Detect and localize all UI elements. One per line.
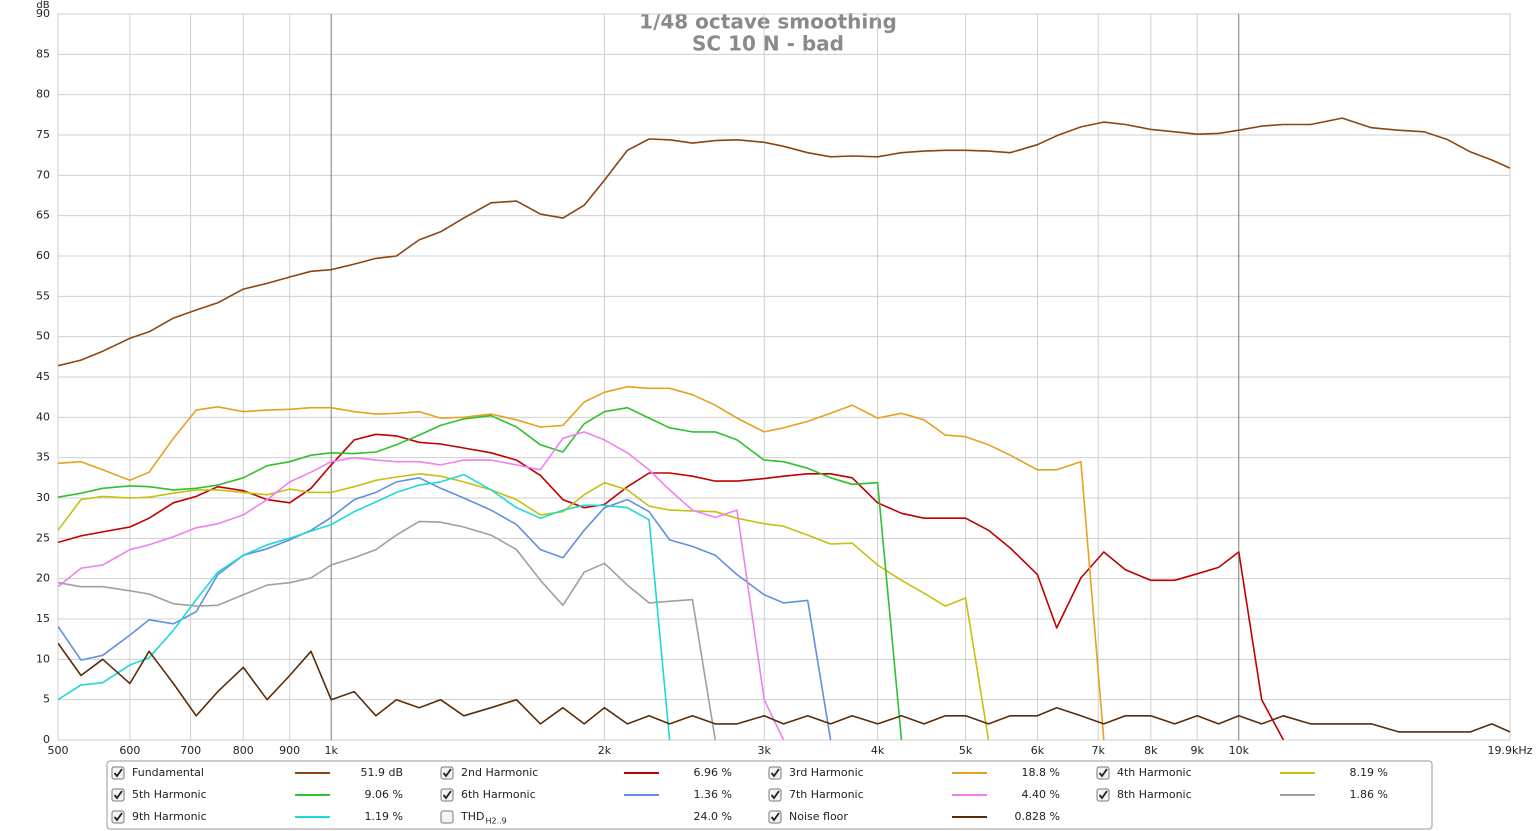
y-axis-label: dB xyxy=(36,0,49,11)
series-line xyxy=(58,473,990,740)
legend-checkbox[interactable] xyxy=(440,810,454,824)
y-tick-label: 0 xyxy=(43,733,50,746)
legend-name: Noise floor xyxy=(789,810,848,823)
x-tick-label: 2k xyxy=(598,744,612,757)
legend-checkbox[interactable] xyxy=(111,766,125,780)
x-tick-label: 500 xyxy=(48,744,69,757)
legend-value: 0.828 % xyxy=(1015,810,1060,823)
y-tick-label: 5 xyxy=(43,693,50,706)
x-tick-label: 600 xyxy=(119,744,140,757)
legend-name: 5th Harmonic xyxy=(132,788,207,801)
legend-checkbox[interactable] xyxy=(111,810,125,824)
y-tick-label: 90 xyxy=(36,7,50,20)
legend-name: 2nd Harmonic xyxy=(461,766,538,779)
legend-checkbox[interactable] xyxy=(440,766,454,780)
legend-name: Fundamental xyxy=(132,766,204,779)
y-tick-label: 55 xyxy=(36,289,50,302)
x-tick-label: 900 xyxy=(279,744,300,757)
legend-value: 1.36 % xyxy=(694,788,732,801)
legend-value: 6.96 % xyxy=(694,766,732,779)
y-tick-label: 65 xyxy=(36,209,50,222)
legend-name-sub: H2..9 xyxy=(485,817,506,826)
legend-value: 18.8 % xyxy=(1022,766,1060,779)
legend-value: 1.86 % xyxy=(1350,788,1388,801)
y-tick-label: 75 xyxy=(36,128,50,141)
x-tick-label: 800 xyxy=(233,744,254,757)
checkbox-tick xyxy=(442,768,452,778)
checkbox-tick xyxy=(1098,790,1108,800)
series-line xyxy=(58,477,832,740)
legend-checkbox[interactable] xyxy=(768,788,782,802)
x-tick-label: 700 xyxy=(180,744,201,757)
checkbox-tick xyxy=(770,768,780,778)
x-tick-label: 5k xyxy=(959,744,973,757)
legend-checkbox[interactable] xyxy=(768,810,782,824)
legend-checkbox[interactable] xyxy=(768,766,782,780)
checkbox-tick xyxy=(113,768,123,778)
legend-name: 6th Harmonic xyxy=(461,788,536,801)
x-tick-label: 6k xyxy=(1031,744,1045,757)
series-line xyxy=(58,473,671,740)
y-tick-label: 45 xyxy=(36,370,50,383)
checkbox-tick xyxy=(113,812,123,822)
legend-name: 9th Harmonic xyxy=(132,810,207,823)
y-tick-label: 30 xyxy=(36,491,50,504)
legend-name: 4th Harmonic xyxy=(1117,766,1192,779)
legend-checkbox[interactable] xyxy=(1096,788,1110,802)
checkbox-tick xyxy=(113,790,123,800)
y-tick-label: 70 xyxy=(36,168,50,181)
y-tick-label: 25 xyxy=(36,531,50,544)
x-tick-label: 4k xyxy=(871,744,885,757)
legend-value: 8.19 % xyxy=(1350,766,1388,779)
legend-name: THD xyxy=(460,810,484,823)
legend-value: 51.9 dB xyxy=(360,766,403,779)
legend-checkbox[interactable] xyxy=(440,788,454,802)
legend-value: 24.0 % xyxy=(694,810,732,823)
y-tick-label: 40 xyxy=(36,410,50,423)
series-line xyxy=(58,117,1510,367)
legend-value: 9.06 % xyxy=(365,788,403,801)
series-line xyxy=(58,642,1510,733)
y-tick-label: 50 xyxy=(36,330,50,343)
legend-checkbox[interactable] xyxy=(1096,766,1110,780)
legend-value: 1.19 % xyxy=(365,810,403,823)
y-tick-label: 80 xyxy=(36,88,50,101)
legend-value: 4.40 % xyxy=(1022,788,1060,801)
x-tick-label: 7k xyxy=(1091,744,1105,757)
x-tick-label: 19.9kHz xyxy=(1488,744,1533,757)
chart-title: 1/48 octave smoothing xyxy=(639,10,897,34)
grid xyxy=(57,13,1511,741)
checkbox-tick xyxy=(1098,768,1108,778)
legend-checkbox[interactable] xyxy=(111,788,125,802)
plot-lines xyxy=(58,117,1510,740)
x-tick-label: 9k xyxy=(1191,744,1205,757)
y-tick-label: 85 xyxy=(36,47,50,60)
x-tick-label: 3k xyxy=(758,744,772,757)
chart-subtitle: SC 10 N - bad xyxy=(692,32,844,56)
series-line xyxy=(58,431,785,740)
y-tick-label: 20 xyxy=(36,572,50,585)
checkbox-tick xyxy=(770,812,780,822)
checkbox-tick xyxy=(770,790,780,800)
legend-name: 3rd Harmonic xyxy=(789,766,864,779)
y-tick-label: 15 xyxy=(36,612,50,625)
checkbox-tick xyxy=(442,790,452,800)
series-line xyxy=(58,406,903,740)
series-line xyxy=(58,520,717,740)
x-tick-label: 1k xyxy=(325,744,339,757)
y-tick-label: 10 xyxy=(36,652,50,665)
legend-name: 7th Harmonic xyxy=(789,788,864,801)
x-tick-label: 8k xyxy=(1144,744,1158,757)
y-tick-label: 35 xyxy=(36,451,50,464)
legend-name: 8th Harmonic xyxy=(1117,788,1192,801)
y-tick-label: 60 xyxy=(36,249,50,262)
x-tick-label: 10k xyxy=(1229,744,1250,757)
series-line xyxy=(58,385,1105,740)
